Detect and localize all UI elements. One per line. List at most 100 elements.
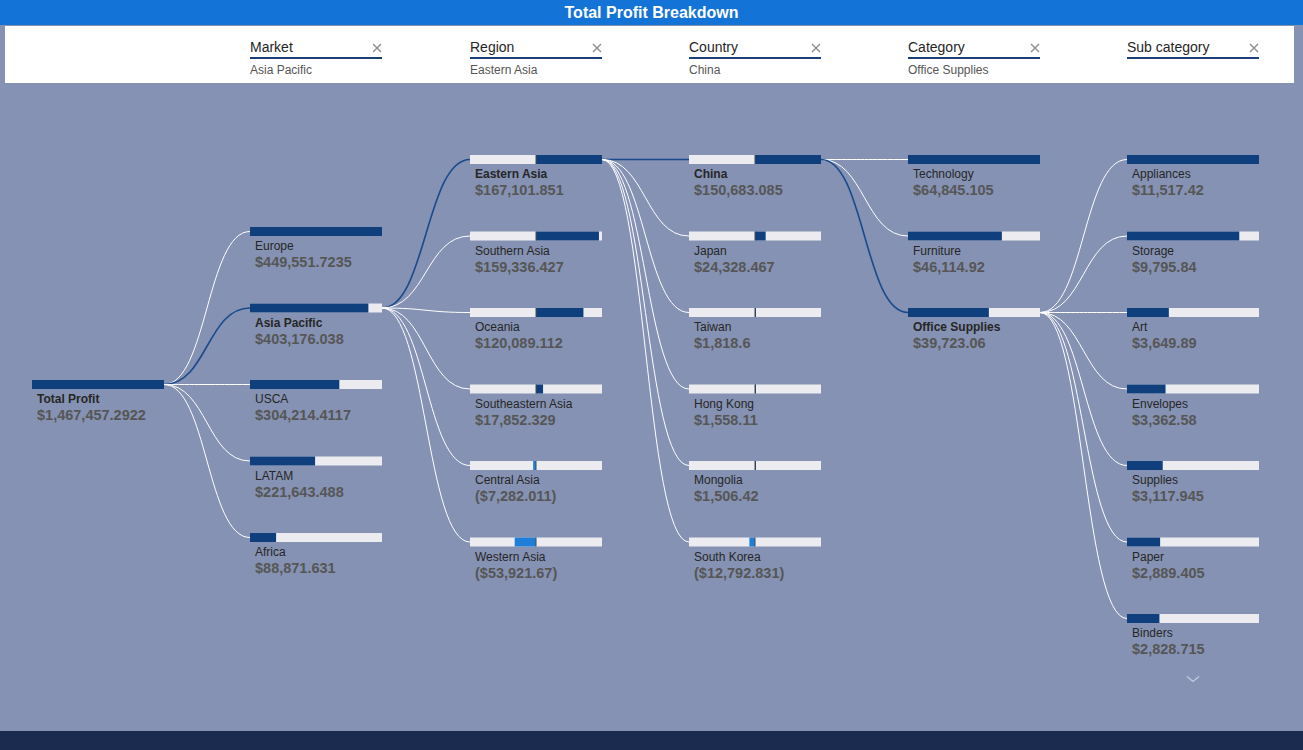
bar xyxy=(250,533,276,542)
filter-header: MarketAsia Pacific xyxy=(250,39,382,77)
filter-clear[interactable] xyxy=(1031,44,1039,52)
bar-track xyxy=(689,461,821,470)
bar xyxy=(1127,538,1160,547)
zero-line xyxy=(536,308,537,317)
scroll-chevron[interactable] xyxy=(1187,677,1199,682)
bar xyxy=(755,385,756,394)
bar-track xyxy=(1127,614,1259,623)
bar-track xyxy=(908,232,1040,241)
node: Envelopes$3,362.58 xyxy=(1127,385,1259,428)
node: Oceania$120,089.112 xyxy=(470,308,602,351)
node-label: Western Asia xyxy=(475,550,546,564)
node: Paper$2,889.405 xyxy=(1127,538,1259,581)
connector xyxy=(382,236,470,308)
bar xyxy=(908,308,989,317)
filter-clear[interactable] xyxy=(812,44,820,52)
node: Taiwan$1,818.6 xyxy=(689,308,821,351)
node-value: $3,649.89 xyxy=(1132,335,1197,351)
bar xyxy=(515,538,536,547)
bottom-band xyxy=(0,731,1303,750)
node-value: $64,845.105 xyxy=(913,182,994,198)
node-label: Furniture xyxy=(913,244,961,258)
node-value: $449,551.7235 xyxy=(255,254,352,270)
connector xyxy=(1040,313,1127,466)
node: Southern Asia$159,336.427 xyxy=(470,232,602,275)
connector xyxy=(164,308,250,385)
node-value: $221,643.488 xyxy=(255,484,344,500)
bar-track xyxy=(1127,155,1259,164)
node-value: $167,101.851 xyxy=(475,182,564,198)
filter-underline xyxy=(908,57,1040,59)
filter-clear[interactable] xyxy=(1250,44,1258,52)
bar xyxy=(536,308,583,317)
connector xyxy=(821,160,908,237)
zero-line xyxy=(755,538,756,547)
bar-track xyxy=(689,385,821,394)
node-label: Japan xyxy=(694,244,727,258)
node-value: $120,089.112 xyxy=(475,335,563,351)
node-value: $24,328.467 xyxy=(694,259,775,275)
bar-track xyxy=(908,308,1040,317)
node-label: Europe xyxy=(255,239,294,253)
node-label: Binders xyxy=(1132,626,1173,640)
zero-line xyxy=(755,461,756,470)
node-value: $2,828.715 xyxy=(1132,641,1205,657)
node-value: $1,558.11 xyxy=(694,412,758,428)
bar xyxy=(1127,614,1159,623)
connector xyxy=(164,232,250,385)
filter-clear[interactable] xyxy=(373,44,381,52)
node: Africa$88,871.631 xyxy=(250,533,382,576)
bar-track xyxy=(250,227,382,236)
filter-clear[interactable] xyxy=(593,44,601,52)
node: Western Asia($53,921.67) xyxy=(470,538,602,581)
bar xyxy=(755,461,756,470)
title: Total Profit Breakdown xyxy=(565,4,739,21)
bar-track xyxy=(470,538,602,547)
zero-line xyxy=(536,538,537,547)
node-label: Asia Pacific xyxy=(255,316,323,330)
bar-track xyxy=(1127,461,1259,470)
bar-track xyxy=(250,304,382,313)
bar xyxy=(536,155,602,164)
node-value: $17,852.329 xyxy=(475,412,556,428)
node-label: Storage xyxy=(1132,244,1174,258)
bar xyxy=(755,308,756,317)
node: Furniture$46,114.92 xyxy=(908,232,1040,275)
node-value: $11,517.42 xyxy=(1132,182,1204,198)
connector xyxy=(164,385,250,462)
node-value: ($7,282.011) xyxy=(475,488,557,504)
node-label: Southeastern Asia xyxy=(475,397,573,411)
node-label: Eastern Asia xyxy=(475,167,548,181)
bar-track xyxy=(689,232,821,241)
node-label: Mongolia xyxy=(694,473,743,487)
bar-track xyxy=(250,457,382,466)
filter-header: RegionEastern Asia xyxy=(470,39,602,77)
node: Mongolia$1,506.42 xyxy=(689,461,821,504)
bar xyxy=(533,461,536,470)
connector xyxy=(602,160,689,466)
node-value: $46,114.92 xyxy=(913,259,985,275)
node: Office Supplies$39,723.06 xyxy=(908,308,1040,351)
node: Asia Pacific$403,176.038 xyxy=(250,304,382,347)
node-value: ($12,792.831) xyxy=(694,565,784,581)
bar xyxy=(536,232,599,241)
connector xyxy=(164,385,250,538)
bar-track xyxy=(908,155,1040,164)
filter-field: Category xyxy=(908,39,965,55)
bar-track xyxy=(470,155,602,164)
node-label: USCA xyxy=(255,392,288,406)
connector xyxy=(602,160,689,313)
filter-field: Country xyxy=(689,39,738,55)
bar-track xyxy=(250,380,382,389)
filter-value: China xyxy=(689,63,721,77)
node: Appliances$11,517.42 xyxy=(1127,155,1259,198)
node-value: $159,336.427 xyxy=(475,259,564,275)
connector xyxy=(1040,236,1127,313)
zero-line xyxy=(755,385,756,394)
bar xyxy=(1127,461,1163,470)
node-value: $1,506.42 xyxy=(694,488,759,504)
bar xyxy=(749,538,755,547)
node: Binders$2,828.715 xyxy=(1127,614,1259,657)
bar-track xyxy=(250,533,382,542)
connector xyxy=(821,159,908,160)
